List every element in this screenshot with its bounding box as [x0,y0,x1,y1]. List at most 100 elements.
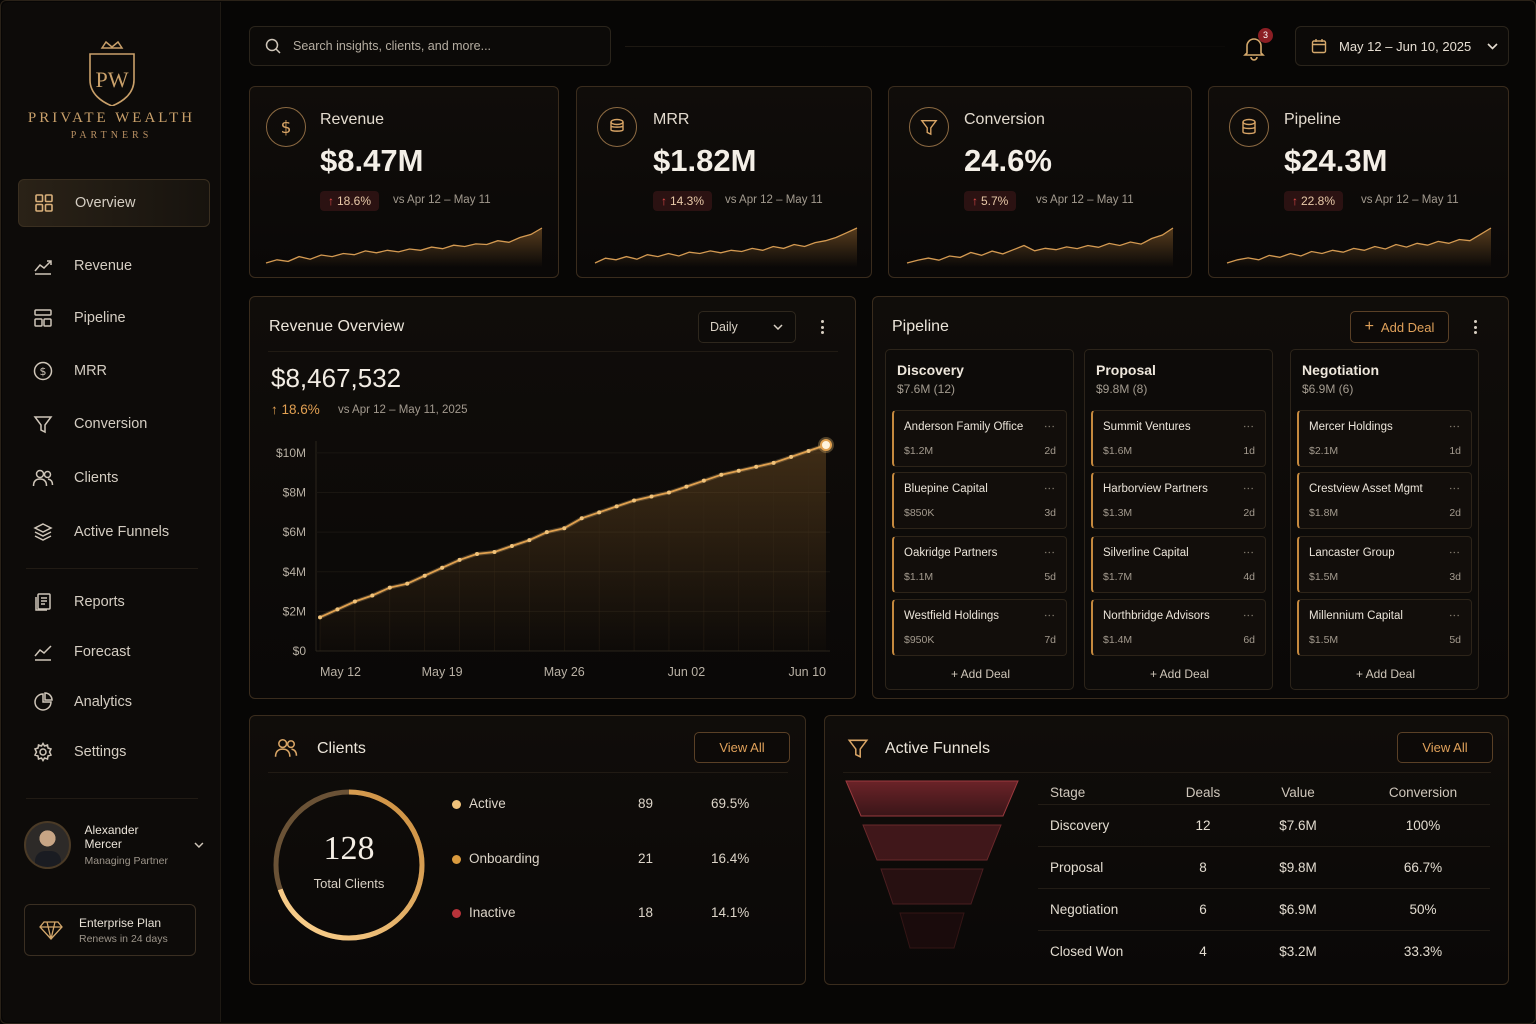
sparkline [906,227,1174,267]
data-point [771,460,776,465]
more-options-icon[interactable]: ⋮ [1242,547,1254,557]
more-options-icon[interactable]: ⋮ [1448,483,1460,493]
more-options-icon[interactable]: ⋮ [1043,547,1055,557]
table-cell: $3.2M [1279,944,1317,959]
arrow-up-icon: ↑ [271,402,282,417]
pipeline-column-proposal: Proposal $9.8M (8) Summit Ventures ⋮ $1.6M 1d… [1084,349,1273,690]
data-point [387,585,392,590]
grid-icon [33,192,55,214]
kpi-card-mrr[interactable]: MRR $1.82M ↑ 14.3% vs Apr 12 – May 11 [576,86,872,278]
more-options-icon[interactable]: ⋮ [1448,421,1460,431]
nav-item-analytics[interactable]: Analytics [18,678,210,726]
deal-card[interactable]: Lancaster Group ⋮ $1.5M 3d [1297,536,1472,593]
period-select[interactable]: Daily [698,311,796,343]
kpi-card-pipeline[interactable]: Pipeline $24.3M ↑ 22.8% vs Apr 12 – May 1… [1208,86,1509,278]
deal-card[interactable]: Bluepine Capital ⋮ $850K 3d [892,472,1067,529]
table-row[interactable]: Negotiation 6 $6.9M 50% [1038,889,1490,931]
add-deal-link[interactable]: + Add Deal [1149,667,1210,681]
more-options-icon[interactable]: ⋮ [1043,421,1055,431]
chevron-down-icon[interactable] [194,842,204,848]
table-row[interactable]: Closed Won 4 $3.2M 33.3% [1038,931,1490,973]
y-tick-label: $2M [283,604,306,618]
table-row[interactable]: Proposal 8 $9.8M 66.7% [1038,847,1490,889]
date-range-picker[interactable]: May 12 – Jun 10, 2025 [1295,26,1509,66]
nav-item-pipeline[interactable]: Pipeline [18,294,210,342]
more-options-icon[interactable]: ⋮ [1043,483,1055,493]
table-row[interactable]: Discovery 12 $7.6M 100% [1038,805,1490,847]
nav-item-settings[interactable]: Settings [18,728,210,776]
more-options-icon[interactable] [817,318,827,336]
nav-item-forecast[interactable]: Forecast [18,628,210,676]
nav-item-overview[interactable]: Overview [18,179,210,227]
deal-age: 1d [1243,445,1255,457]
deal-card[interactable]: Northbridge Advisors ⋮ $1.4M 6d [1091,599,1266,656]
search-input[interactable]: Search insights, clients, and more... [249,26,611,66]
data-point [509,544,514,549]
bell-icon[interactable] [1240,34,1268,62]
kpi-change-badge: ↑ 22.8% [1284,191,1344,211]
deal-card[interactable]: Summit Ventures ⋮ $1.6M 1d [1091,410,1266,467]
add-deal-button[interactable]: + Add Deal [1350,311,1449,343]
user-role: Managing Partner [84,855,168,867]
data-point [579,516,584,521]
deal-card[interactable]: Oakridge Partners ⋮ $1.1M 5d [892,536,1067,593]
sparkline [594,227,858,267]
data-point [405,581,410,586]
nav-item-active-funnels[interactable]: Active Funnels [18,508,210,556]
deal-card[interactable]: Harborview Partners ⋮ $1.3M 2d [1091,472,1266,529]
add-deal-link[interactable]: + Add Deal [950,667,1011,681]
dollar-circle-icon: $ [32,360,54,382]
svg-text:$: $ [40,365,47,378]
user-profile[interactable]: Alexander Mercer Managing Partner [24,820,204,870]
kpi-card-revenue[interactable]: $ Revenue $8.47M ↑ 18.6% vs Apr 12 – May … [249,86,559,278]
column-header: Value [1281,785,1315,800]
data-point [736,468,741,473]
more-options-icon[interactable]: ⋮ [1242,610,1254,620]
sparkline-area [266,228,542,267]
y-tick-label: $6M [283,525,306,539]
nav-item-conversion[interactable]: Conversion [18,400,210,448]
data-point [457,557,462,562]
deal-card[interactable]: Mercer Holdings ⋮ $2.1M 1d [1297,410,1472,467]
table-cell: 6 [1199,902,1207,917]
more-options-icon[interactable]: ⋮ [1448,610,1460,620]
nav-item-revenue[interactable]: Revenue [18,242,210,290]
view-all-funnels-button[interactable]: View All [1397,732,1493,763]
deal-card[interactable]: Crestview Asset Mgmt ⋮ $1.8M 2d [1297,472,1472,529]
kpi-card-conversion[interactable]: Conversion 24.6% ↑ 5.7% vs Apr 12 – May 1… [888,86,1192,278]
funnel-icon [32,413,54,435]
nav-divider [26,568,198,569]
view-all-clients-button[interactable]: View All [694,732,790,763]
row-divider [1038,888,1490,889]
nav-label: Pipeline [74,310,126,326]
deal-card[interactable]: Silverline Capital ⋮ $1.7M 4d [1091,536,1266,593]
table-cell: 12 [1195,818,1211,833]
deal-value: $1.3M [1103,507,1133,519]
more-options-icon[interactable] [1470,318,1480,336]
more-options-icon[interactable]: ⋮ [1043,610,1055,620]
clients-panel: Clients View All 128 Total Clients [249,715,806,985]
deal-name: Mercer Holdings [1309,421,1393,433]
brand-logo[interactable]: PW PRIVATE WEALTH PARTNERS [2,40,221,141]
nav-item-clients[interactable]: Clients [18,454,210,502]
deal-card[interactable]: Millennium Capital ⋮ $1.5M 5d [1297,599,1472,656]
table-cell: 66.7% [1403,860,1443,875]
kpi-label: Conversion [964,111,1045,128]
more-options-icon[interactable]: ⋮ [1242,483,1254,493]
plus-icon: + [1149,667,1160,681]
deal-card[interactable]: Anderson Family Office ⋮ $1.2M 2d [892,410,1067,467]
deal-name: Anderson Family Office [904,421,1024,433]
nav-item-mrr[interactable]: $ MRR [18,347,210,395]
nav-item-reports[interactable]: Reports [18,578,210,626]
user-name: Alexander Mercer [84,823,139,851]
pipeline-column-negotiation: Negotiation $6.9M (6) Mercer Holdings ⋮ $2.1… [1290,349,1479,690]
funnel-stage-proposal [862,824,1002,861]
table-cell: 100% [1405,818,1441,833]
kpi-label: Revenue [320,111,385,128]
more-options-icon[interactable]: ⋮ [1448,547,1460,557]
add-deal-link[interactable]: + Add Deal [1355,667,1416,681]
more-options-icon[interactable]: ⋮ [1242,421,1254,431]
plan-card[interactable]: Enterprise Plan Renews in 24 days [24,904,196,956]
deal-card[interactable]: Westfield Holdings ⋮ $950K 7d [892,599,1067,656]
revenue-chart[interactable]: $10M $8M $6M $4M $2M $0 May 12 May 19 May 26 Jun … [250,427,855,687]
